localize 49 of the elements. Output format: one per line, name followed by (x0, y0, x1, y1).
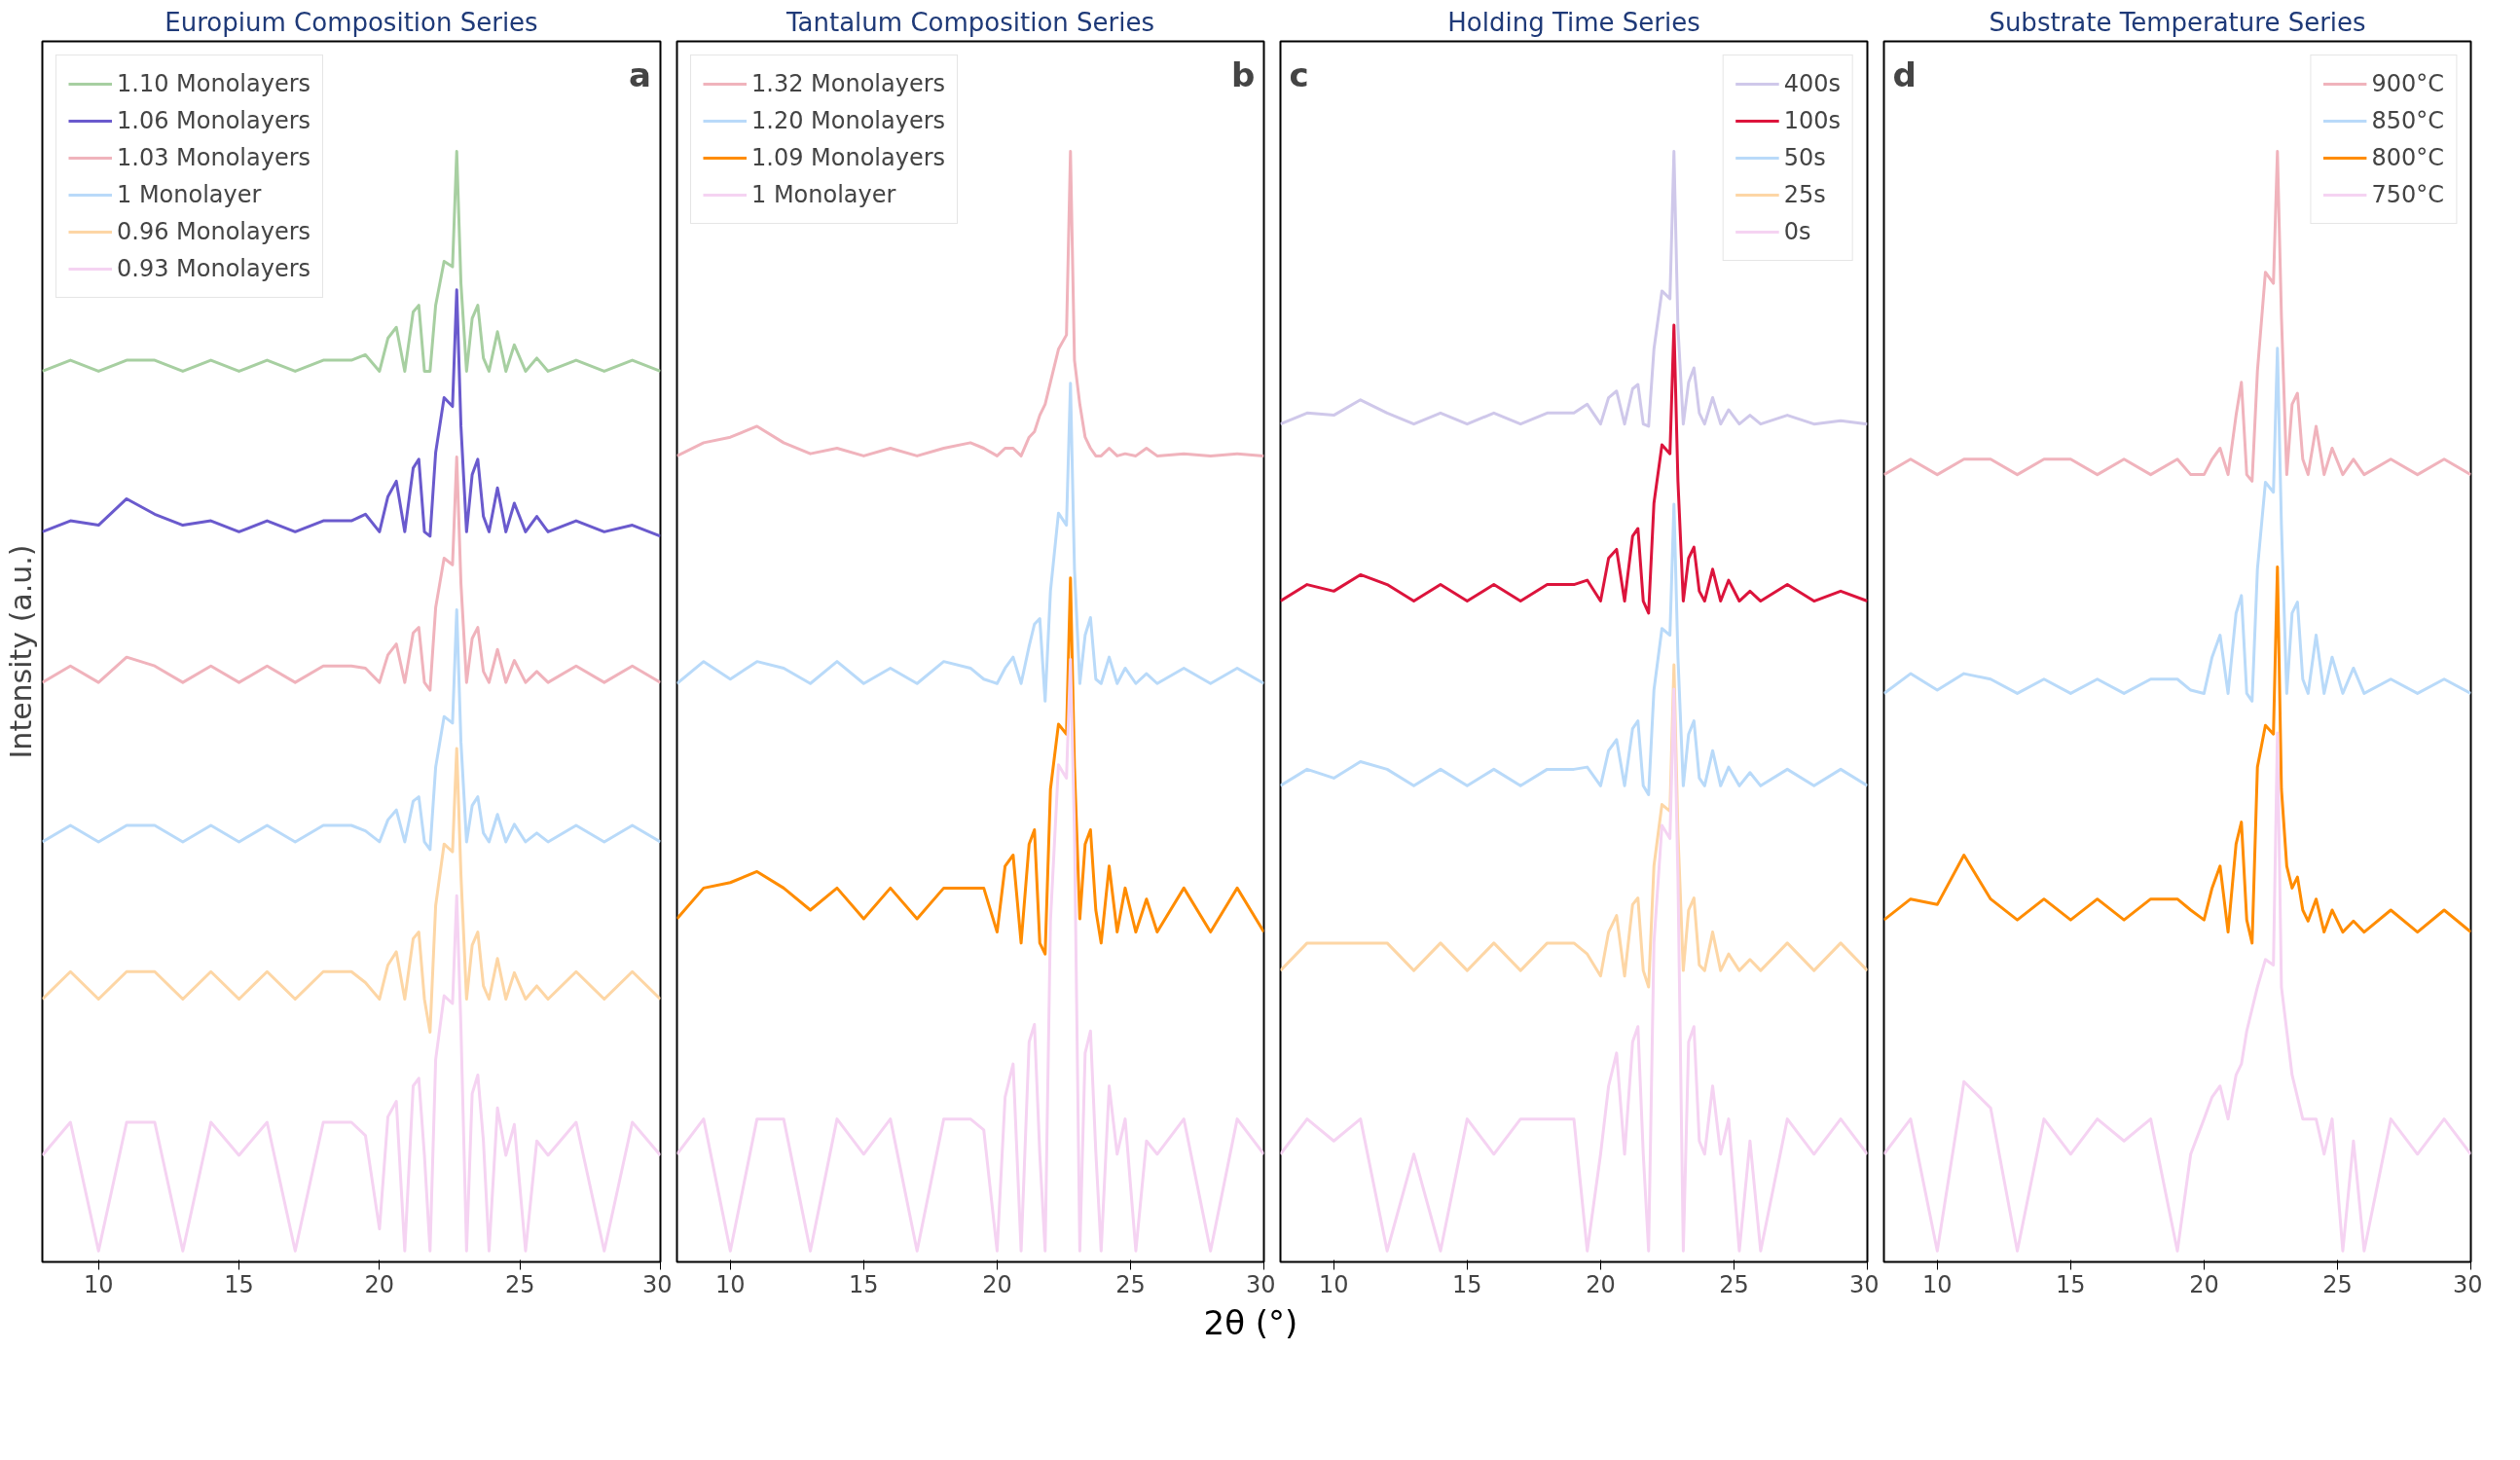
x-tick-label: 10 (1319, 1270, 1349, 1298)
text: c (1289, 55, 1309, 94)
chart-title: Europium Composition Series (164, 7, 538, 37)
text: d (1892, 55, 1917, 94)
legend-label: 0.96 Monolayers (117, 217, 311, 247)
x-tick-label: 20 (1586, 1270, 1616, 1298)
legend-label: 1.32 Monolayers (751, 69, 946, 99)
legend-label: 50s (1783, 143, 1826, 173)
x-tick-label: 20 (364, 1270, 395, 1298)
y-axis-title: Intensity (a.u.) (3, 544, 38, 759)
x-tick-label: 25 (1719, 1270, 1749, 1298)
legend-label: 1.03 Monolayers (117, 143, 311, 173)
chart-title: Substrate Temperature Series (1989, 7, 2366, 37)
legend-label: 25s (1783, 180, 1826, 210)
x-tick-label: 30 (1245, 1270, 1276, 1298)
legend-label: 1.09 Monolayers (751, 143, 946, 173)
legend-label: 1.06 Monolayers (117, 106, 311, 136)
legend-label: 900°C (2371, 69, 2444, 99)
x-tick-label: 15 (849, 1270, 879, 1298)
x-tick-label: 20 (982, 1270, 1012, 1298)
x-tick-label: 15 (2056, 1270, 2086, 1298)
x-tick-label: 10 (715, 1270, 746, 1298)
legend-label: 1 Monolayer (117, 180, 262, 210)
chart-title: Tantalum Composition Series (785, 7, 1155, 37)
legend-label: 0s (1783, 217, 1811, 247)
legend-label: 100s (1783, 106, 1841, 136)
legend-label: 400s (1783, 69, 1841, 99)
x-tick-label: 30 (641, 1270, 673, 1298)
x-tick-label: 25 (504, 1270, 535, 1298)
x-tick-label: 20 (2189, 1270, 2219, 1298)
x-tick-label: 10 (1922, 1270, 1953, 1298)
x-axis-title: 2θ (°) (1203, 1302, 1298, 1344)
text: a (629, 55, 651, 94)
chart-title: Holding Time Series (1447, 7, 1700, 37)
legend-label: 800°C (2371, 143, 2444, 173)
x-tick-label: 15 (1452, 1270, 1482, 1298)
x-tick-label: 30 (2452, 1270, 2483, 1298)
x-tick-label: 25 (2322, 1270, 2353, 1298)
x-tick-label: 10 (83, 1270, 114, 1298)
legend-label: 850°C (2371, 106, 2444, 136)
legend-label: 750°C (2371, 180, 2444, 210)
legend-label: 1.10 Monolayers (117, 69, 311, 99)
legend-label: 1.20 Monolayers (751, 106, 946, 136)
legend-label: 1 Monolayer (751, 180, 896, 210)
x-tick-label: 30 (1848, 1270, 1880, 1298)
x-tick-label: 25 (1115, 1270, 1146, 1298)
text: b (1231, 55, 1256, 94)
x-tick-label: 15 (224, 1270, 254, 1298)
legend-label: 0.93 Monolayers (117, 254, 311, 284)
